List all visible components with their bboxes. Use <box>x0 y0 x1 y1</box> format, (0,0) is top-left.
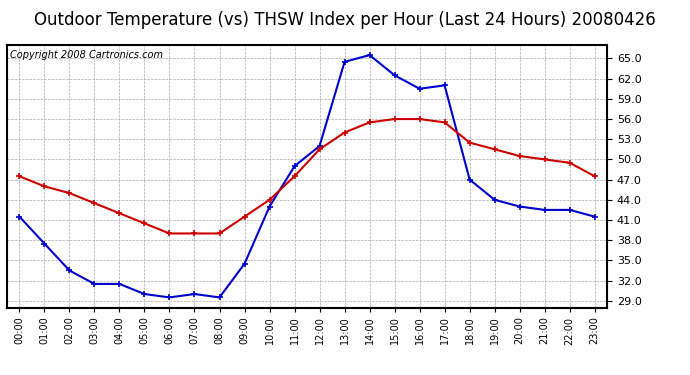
Text: Copyright 2008 Cartronics.com: Copyright 2008 Cartronics.com <box>10 50 163 60</box>
Text: Outdoor Temperature (vs) THSW Index per Hour (Last 24 Hours) 20080426: Outdoor Temperature (vs) THSW Index per … <box>34 11 656 29</box>
